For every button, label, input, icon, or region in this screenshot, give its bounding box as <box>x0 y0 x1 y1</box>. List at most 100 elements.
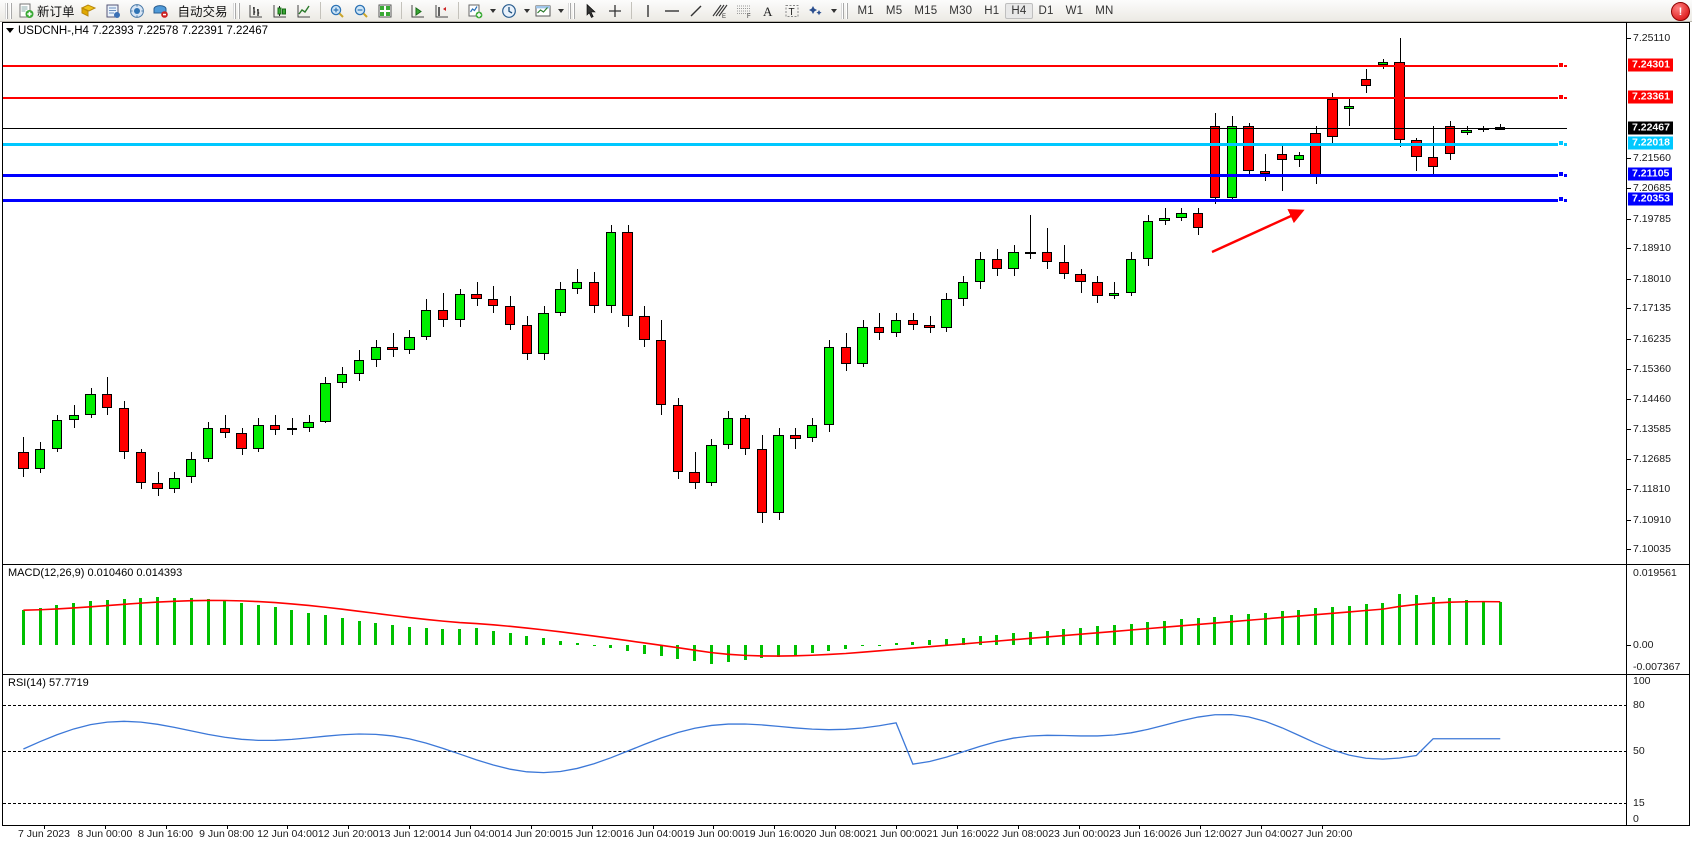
indicators-dropdown-caret[interactable] <box>489 8 496 13</box>
vertical-line-icon[interactable] <box>636 1 660 21</box>
arrows-dropdown-caret[interactable] <box>830 8 837 13</box>
macd-panel[interactable]: MACD(12,26,9) 0.010460 0.014393 0.019561… <box>3 564 1689 675</box>
level-line-last-price[interactable] <box>3 127 1567 129</box>
level-line-support[interactable] <box>3 173 1567 177</box>
crosshair-icon[interactable] <box>603 1 627 21</box>
level-handle[interactable] <box>1558 196 1564 203</box>
rsi-panel[interactable]: RSI(14) 57.7719 100 80 50 15 0 <box>3 674 1689 826</box>
up-arrow-icon <box>1211 209 1305 254</box>
macd-histogram-bar <box>592 644 596 646</box>
terminal-button[interactable] <box>149 1 173 21</box>
timeframe-h4[interactable]: H4 <box>1005 2 1033 19</box>
templates-icon[interactable] <box>531 1 555 21</box>
price-tag-support[interactable]: 7.21105 <box>1628 167 1673 181</box>
level-handle[interactable] <box>1558 62 1564 69</box>
price-tag-resistance[interactable]: 7.23361 <box>1628 90 1673 104</box>
symbol-caret-icon[interactable] <box>6 28 14 34</box>
timeframe-mn[interactable]: MN <box>1095 4 1114 17</box>
line-chart-icon[interactable] <box>292 1 316 21</box>
time-tick-mark <box>713 826 715 829</box>
price-tag-resistance[interactable]: 7.24301 <box>1628 58 1673 72</box>
time-tick-mark <box>165 826 167 829</box>
timeframe-m15[interactable]: M15 <box>914 4 938 17</box>
time-tick-label: 12 Jun 04:00 <box>257 828 318 840</box>
timeframe-h1[interactable]: H1 <box>984 4 1000 17</box>
shift-end-icon[interactable] <box>406 1 430 21</box>
timeframe-d1[interactable]: D1 <box>1038 4 1054 17</box>
macd-histogram-bar <box>1431 596 1435 645</box>
level-handle[interactable] <box>1558 94 1564 101</box>
rsi-level-line-50 <box>3 750 1627 752</box>
level-line-resistance[interactable] <box>3 97 1567 100</box>
zoom-out-icon[interactable] <box>349 1 373 21</box>
price-scale[interactable]: 7.25110 7.21560 7.20685 7.19785 7.18910 7.180… <box>1626 23 1689 564</box>
level-handle[interactable] <box>1558 170 1564 177</box>
rsi-scale[interactable]: 100 80 50 15 0 <box>1626 675 1689 826</box>
data-window-button[interactable] <box>101 1 125 21</box>
macd-histogram-bar <box>1481 601 1485 645</box>
timeframe-m30[interactable]: M30 <box>949 4 973 17</box>
bar-chart-icon[interactable] <box>244 1 268 21</box>
price-tag-last-price[interactable]: 7.22467 <box>1628 121 1673 135</box>
scale-tick-mark <box>1627 459 1631 461</box>
tile-windows-icon[interactable] <box>373 1 397 21</box>
level-handle[interactable] <box>1558 139 1564 146</box>
time-tick-label: 12 Jun 20:00 <box>317 828 379 840</box>
candle-body <box>572 282 583 290</box>
candlestick-chart-icon[interactable] <box>268 1 292 21</box>
price-tick-label: 7.10035 <box>1633 543 1671 556</box>
macd-plot[interactable] <box>3 565 1627 675</box>
alert-badge-icon[interactable]: ! <box>1671 2 1690 21</box>
templates-dropdown-caret[interactable] <box>557 8 564 13</box>
level-line-resistance[interactable] <box>3 65 1567 68</box>
autoscroll-icon[interactable] <box>430 1 454 21</box>
toolbar-grip-2[interactable] <box>232 2 241 19</box>
horizontal-line-icon[interactable] <box>660 1 684 21</box>
level-line-cyan-level[interactable] <box>3 142 1567 146</box>
period-clock-icon[interactable] <box>497 1 521 21</box>
price-tag-support[interactable]: 7.20353 <box>1628 192 1673 206</box>
candle-body <box>236 433 247 449</box>
level-line-support[interactable] <box>3 199 1567 203</box>
chart-area: USDCNH-,H4 7.22393 7.22578 7.22391 7.224… <box>0 22 1692 843</box>
scale-tick-mark <box>1627 308 1631 310</box>
timeframe-m5[interactable]: M5 <box>885 4 903 17</box>
text-icon[interactable]: A <box>756 1 780 21</box>
candle-wick <box>1265 153 1266 181</box>
toolbar-grip[interactable] <box>5 2 13 19</box>
timeframe-w1[interactable]: W1 <box>1065 4 1084 17</box>
macd-scale[interactable]: 0.019561 0.00 -0.007367 <box>1626 565 1689 675</box>
time-tick-mark <box>956 826 958 829</box>
price-tick-label: 7.25110 <box>1633 31 1671 44</box>
toolbar-grip-4[interactable] <box>840 2 849 19</box>
indicators-icon[interactable] <box>463 1 487 21</box>
time-axis[interactable]: 7 Jun 2023 8 Jun 00:00 8 Jun 16:00 9 Jun 08… <box>2 825 1690 843</box>
period-dropdown-caret[interactable] <box>523 8 530 13</box>
svg-text:A: A <box>763 4 773 19</box>
cursor-icon[interactable] <box>579 1 603 21</box>
price-panel[interactable]: USDCNH-,H4 7.22393 7.22578 7.22391 7.224… <box>3 23 1689 564</box>
price-tag-cyan-level[interactable]: 7.22018 <box>1628 136 1673 150</box>
autotrading-button[interactable]: 自动交易 <box>173 1 230 21</box>
new-order-button[interactable]: 新订单 <box>16 1 77 21</box>
price-plot[interactable] <box>3 23 1627 564</box>
scale-tick-mark <box>1627 338 1631 340</box>
market-watch-button[interactable] <box>77 1 101 21</box>
timeframe-m1[interactable]: M1 <box>857 4 874 17</box>
macd-histogram-bar <box>777 644 781 657</box>
candle-body <box>1142 221 1153 259</box>
zoom-in-icon[interactable] <box>325 1 349 21</box>
candle-body <box>169 477 180 490</box>
candle-body <box>823 346 835 425</box>
toolbar-grip-3[interactable] <box>567 2 576 19</box>
fibonacci-icon[interactable]: F <box>732 1 756 21</box>
trendline-icon[interactable] <box>684 1 708 21</box>
navigator-button[interactable] <box>125 1 149 21</box>
rsi-plot[interactable] <box>3 675 1627 826</box>
arrows-icon[interactable] <box>804 1 828 21</box>
time-tick-label: 20 Jun 08:00 <box>804 828 866 840</box>
text-label-icon[interactable]: T <box>780 1 804 21</box>
candle-wick <box>1030 214 1031 259</box>
equidistant-channel-icon[interactable]: E <box>708 1 732 21</box>
scale-tick-mark <box>1627 428 1631 430</box>
